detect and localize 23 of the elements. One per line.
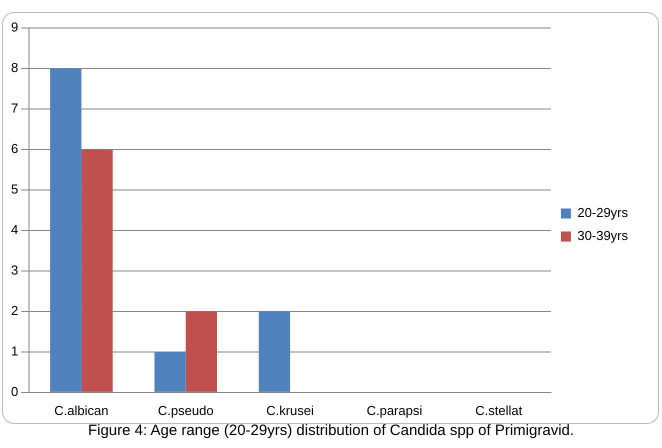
text: Figure 4: Age range (20-29yrs) distribution of Candida spp of Primigravid. <box>86 422 576 439</box>
y-tick-label: 8 <box>10 60 18 76</box>
legend-label: 20-29yrs <box>577 205 628 220</box>
x-tick-label: C.albican <box>54 402 108 418</box>
bar <box>186 311 218 392</box>
x-tick-label: C.pseudo <box>158 402 214 418</box>
legend-label: 30-39yrs <box>577 228 628 244</box>
x-tick-label: C.parapsi <box>366 402 422 418</box>
bar <box>50 68 82 392</box>
y-tick-label: 7 <box>10 100 18 116</box>
y-tick-label: 2 <box>10 303 18 318</box>
y-tick-label: 4 <box>10 222 18 238</box>
x-tick-label: C.krusei <box>266 402 314 418</box>
y-tick-label: 1 <box>10 343 18 358</box>
x-tick-label: C.stellat <box>475 402 523 418</box>
y-tick-label: 0 <box>10 384 18 399</box>
y-tick-label: 5 <box>10 182 18 197</box>
y-tick-label: 9 <box>10 20 18 35</box>
y-tick-label: 6 <box>10 141 18 156</box>
bar <box>81 149 113 392</box>
bar <box>154 352 186 392</box>
bar <box>258 311 290 392</box>
y-tick-label: 3 <box>10 262 18 278</box>
